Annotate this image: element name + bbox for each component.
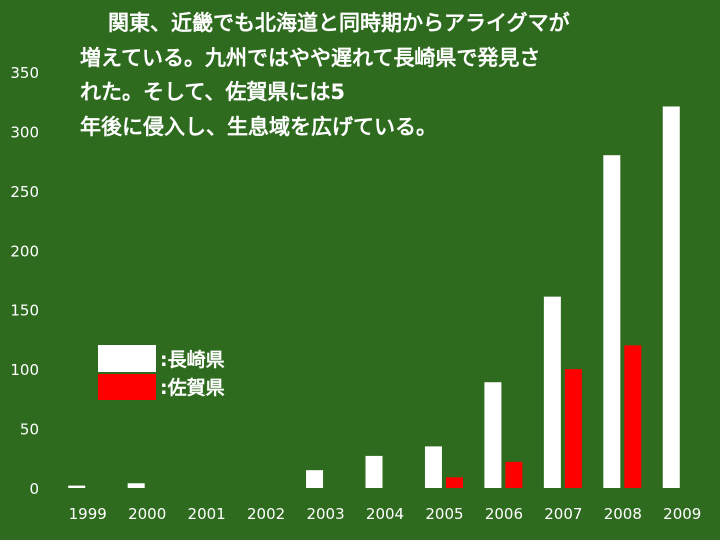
x-tick-label: 2006 [485,505,523,523]
bar-nagasaki-2008 [603,155,621,488]
y-tick-label: 50 [20,421,39,439]
x-tick-label: 2007 [544,505,582,523]
y-tick-label: 100 [10,361,39,379]
legend-label-nagasaki: :長崎県 [160,348,225,371]
bar-saga-2007 [564,369,582,488]
x-tick-label: 2008 [604,505,642,523]
x-tick-label: 2001 [188,505,226,523]
legend: :長崎県 :佐賀県 [98,345,225,400]
bar-nagasaki-2006 [484,382,502,488]
bar-nagasaki-2007 [543,296,561,488]
legend-label-saga: :佐賀県 [160,376,225,399]
y-tick-label: 200 [10,242,39,260]
x-tick-label: 2004 [366,505,404,523]
bar-saga-2006 [505,461,523,488]
chart-title: 関東、近畿でも北海道と同時期からアライグマが 増えている。九州ではやや遅れて長崎… [80,11,570,139]
x-tick-label: 2005 [425,505,463,523]
x-tick-label: 2003 [306,505,344,523]
y-axis-ticks: 0 50 100 150 200 250 300 350 [10,64,39,498]
bar-nagasaki-1999 [68,485,86,488]
bar-nagasaki-2003 [306,470,324,488]
bar-nagasaki-2005 [424,446,442,488]
y-tick-label: 300 [10,123,39,141]
bar-nagasaki-2004 [365,455,383,488]
bar-nagasaki-2009 [662,106,680,489]
x-tick-label: 2009 [663,505,701,523]
title-line-4: 年後に侵入し、生息域を広げている。 [80,115,437,139]
x-axis-ticks: 1999 2000 2001 2002 2003 2004 2005 2006 2007 2008… [69,505,702,523]
title-line-2: 増えている。九州ではやや遅れて長崎県で発見さ [80,46,540,70]
title-line-1: 関東、近畿でも北海道と同時期からアライグマが [108,11,570,35]
y-tick-label: 150 [10,302,39,320]
title-line-3: れた。そして、佐賀県には5 [80,80,345,104]
y-tick-label: 350 [10,64,39,82]
bar-nagasaki-2000 [127,483,145,488]
bar-saga-2008 [624,345,642,488]
x-tick-label: 2000 [128,505,166,523]
legend-swatch-saga [98,374,156,400]
y-tick-label: 250 [10,183,39,201]
bar-saga-2005 [445,477,463,488]
x-tick-label: 2002 [247,505,285,523]
y-tick-label: 0 [29,480,39,498]
x-tick-label: 1999 [69,505,107,523]
bars [68,106,680,489]
legend-swatch-nagasaki [98,345,156,372]
